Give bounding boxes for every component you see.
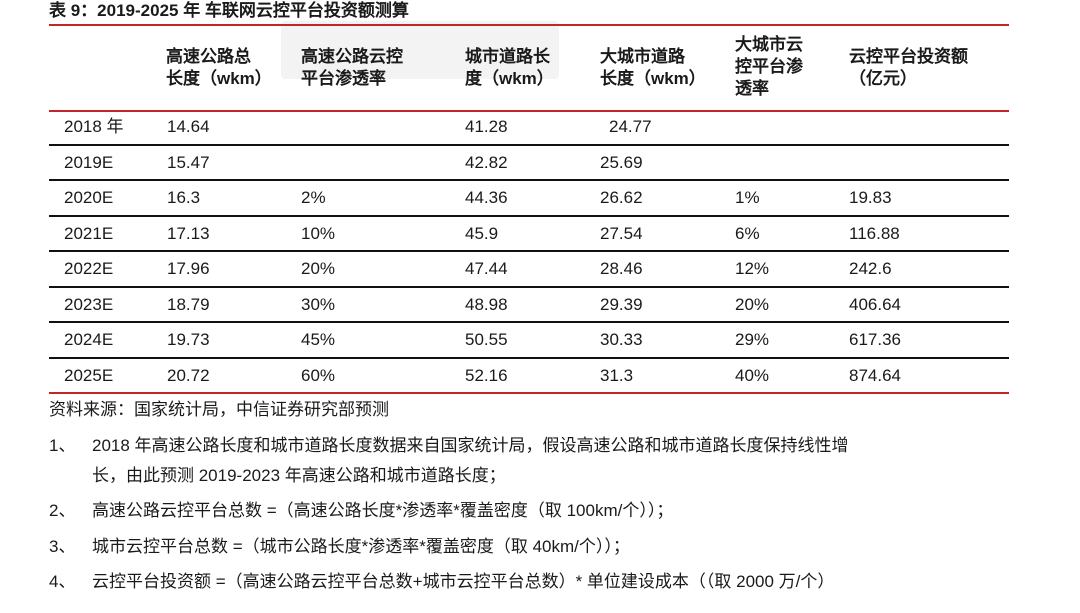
row-rule (49, 215, 1009, 217)
cell-big-city-penetration: 40% (735, 366, 770, 385)
cell-highway-penetration: 30% (301, 295, 336, 314)
header-highway-length: 高速公路总 长度（wkm） (166, 47, 272, 88)
note-item: 1、 2018 年高速公路长度和城市道路长度数据来自国家统计局，假设高速公路和城市… (49, 435, 849, 457)
cell-year: 2019E (64, 153, 114, 172)
cell-highway-length: 17.13 (167, 224, 210, 243)
cell-year: 2018 年 (64, 117, 124, 136)
cell-highway-penetration: 60% (301, 366, 336, 385)
row-rule (49, 250, 1009, 252)
header-big-city-penetration: 大城市云 控平台渗 透率 (735, 35, 803, 98)
header-highway-penetration: 高速公路云控 平台渗透率 (301, 47, 403, 88)
cell-investment: 19.83 (849, 188, 892, 207)
cell-investment: 116.88 (849, 224, 900, 243)
note-number: 4、 (49, 572, 76, 591)
cell-investment: 617.36 (849, 330, 901, 349)
cell-big-city-road-length: 31.3 (600, 366, 634, 385)
cell-city-road-length: 44.36 (465, 188, 508, 207)
row-rule (49, 144, 1009, 146)
cell-highway-length: 16.3 (167, 188, 201, 207)
cell-highway-length: 17.96 (167, 259, 210, 278)
header-big-city-road-length: 大城市道路 长度（wkm） (600, 47, 706, 88)
cell-highway-penetration: 20% (301, 259, 336, 278)
note-text: 云控平台投资额 =（高速公路云控平台总数+城市云控平台总数）* 单位建设成本（（… (92, 572, 835, 591)
note-number: 2、 (49, 501, 76, 520)
top-rule (49, 24, 1009, 26)
cell-city-road-length: 41.28 (465, 117, 508, 136)
note-item: 4、 云控平台投资额 =（高速公路云控平台总数+城市云控平台总数）* 单位建设成本… (49, 571, 834, 593)
source-text: 资料来源：国家统计局，中信证券研究部预测 (49, 400, 389, 419)
cell-city-road-length: 50.55 (465, 330, 508, 349)
cell-highway-penetration: 45% (301, 330, 336, 349)
cell-year: 2021E (64, 224, 114, 243)
cell-big-city-road-length: 27.54 (600, 224, 643, 243)
note-item: 3、 城市云控平台总数 =（城市公路长度*渗透率*覆盖密度（取 40km/个））； (49, 536, 630, 558)
table-title: 表 9：2019-2025 年 车联网云控平台投资额测算 (49, 1, 409, 20)
header-highlight (281, 21, 559, 79)
row-rule (49, 321, 1009, 323)
cell-city-road-length: 42.82 (465, 153, 508, 172)
header-city-road-length: 城市道路长 度（wkm） (465, 47, 554, 88)
cell-highway-length: 20.72 (167, 366, 210, 385)
note-number: 3、 (49, 537, 76, 556)
cell-investment: 874.64 (849, 366, 901, 385)
bottom-rule (49, 392, 1009, 394)
note-continuation: 长，由此预测 2019-2023 年高速公路和城市道路长度； (92, 466, 506, 485)
cell-big-city-penetration: 6% (735, 224, 760, 243)
row-rule (49, 286, 1009, 288)
cell-big-city-penetration: 12% (735, 259, 770, 278)
cell-highway-length: 18.79 (167, 295, 210, 314)
cell-year: 2020E (64, 188, 114, 207)
cell-big-city-road-length: 26.62 (600, 188, 643, 207)
cell-big-city-road-length: 29.39 (600, 295, 643, 314)
header-investment: 云控平台投资额 （亿元） (849, 47, 968, 88)
cell-year: 2025E (64, 366, 114, 385)
note-text: 城市云控平台总数 =（城市公路长度*渗透率*覆盖密度（取 40km/个））； (92, 537, 630, 556)
cell-year: 2024E (64, 330, 114, 349)
cell-city-road-length: 47.44 (465, 259, 508, 278)
note-text: 2018 年高速公路长度和城市道路长度数据来自国家统计局，假设高速公路和城市道路… (92, 436, 849, 455)
cell-investment: 406.64 (849, 295, 901, 314)
row-rule (49, 179, 1009, 181)
row-rule (49, 357, 1009, 359)
cell-city-road-length: 52.16 (465, 366, 508, 385)
cell-big-city-penetration: 29% (735, 330, 770, 349)
header-rule (49, 110, 1009, 112)
cell-year: 2023E (64, 295, 114, 314)
cell-highway-length: 19.73 (167, 330, 210, 349)
cell-city-road-length: 45.9 (465, 224, 499, 243)
cell-big-city-road-length: 30.33 (600, 330, 643, 349)
cell-big-city-penetration: 20% (735, 295, 770, 314)
cell-year: 2022E (64, 259, 114, 278)
cell-highway-penetration: 10% (301, 224, 336, 243)
cell-highway-length: 15.47 (167, 153, 210, 172)
note-text: 高速公路云控平台总数 =（高速公路长度*渗透率*覆盖密度（取 100km/个））… (92, 501, 674, 520)
cell-highway-length: 14.64 (167, 117, 210, 136)
cell-big-city-road-length: 25.69 (600, 153, 643, 172)
cell-big-city-penetration: 1% (735, 188, 760, 207)
cell-big-city-road-length: 24.77 (609, 117, 652, 136)
note-number: 1、 (49, 436, 76, 455)
cell-investment: 242.6 (849, 259, 892, 278)
cell-big-city-road-length: 28.46 (600, 259, 643, 278)
note-item: 2、 高速公路云控平台总数 =（高速公路长度*渗透率*覆盖密度（取 100km/个… (49, 500, 673, 522)
cell-highway-penetration: 2% (301, 188, 326, 207)
cell-city-road-length: 48.98 (465, 295, 508, 314)
